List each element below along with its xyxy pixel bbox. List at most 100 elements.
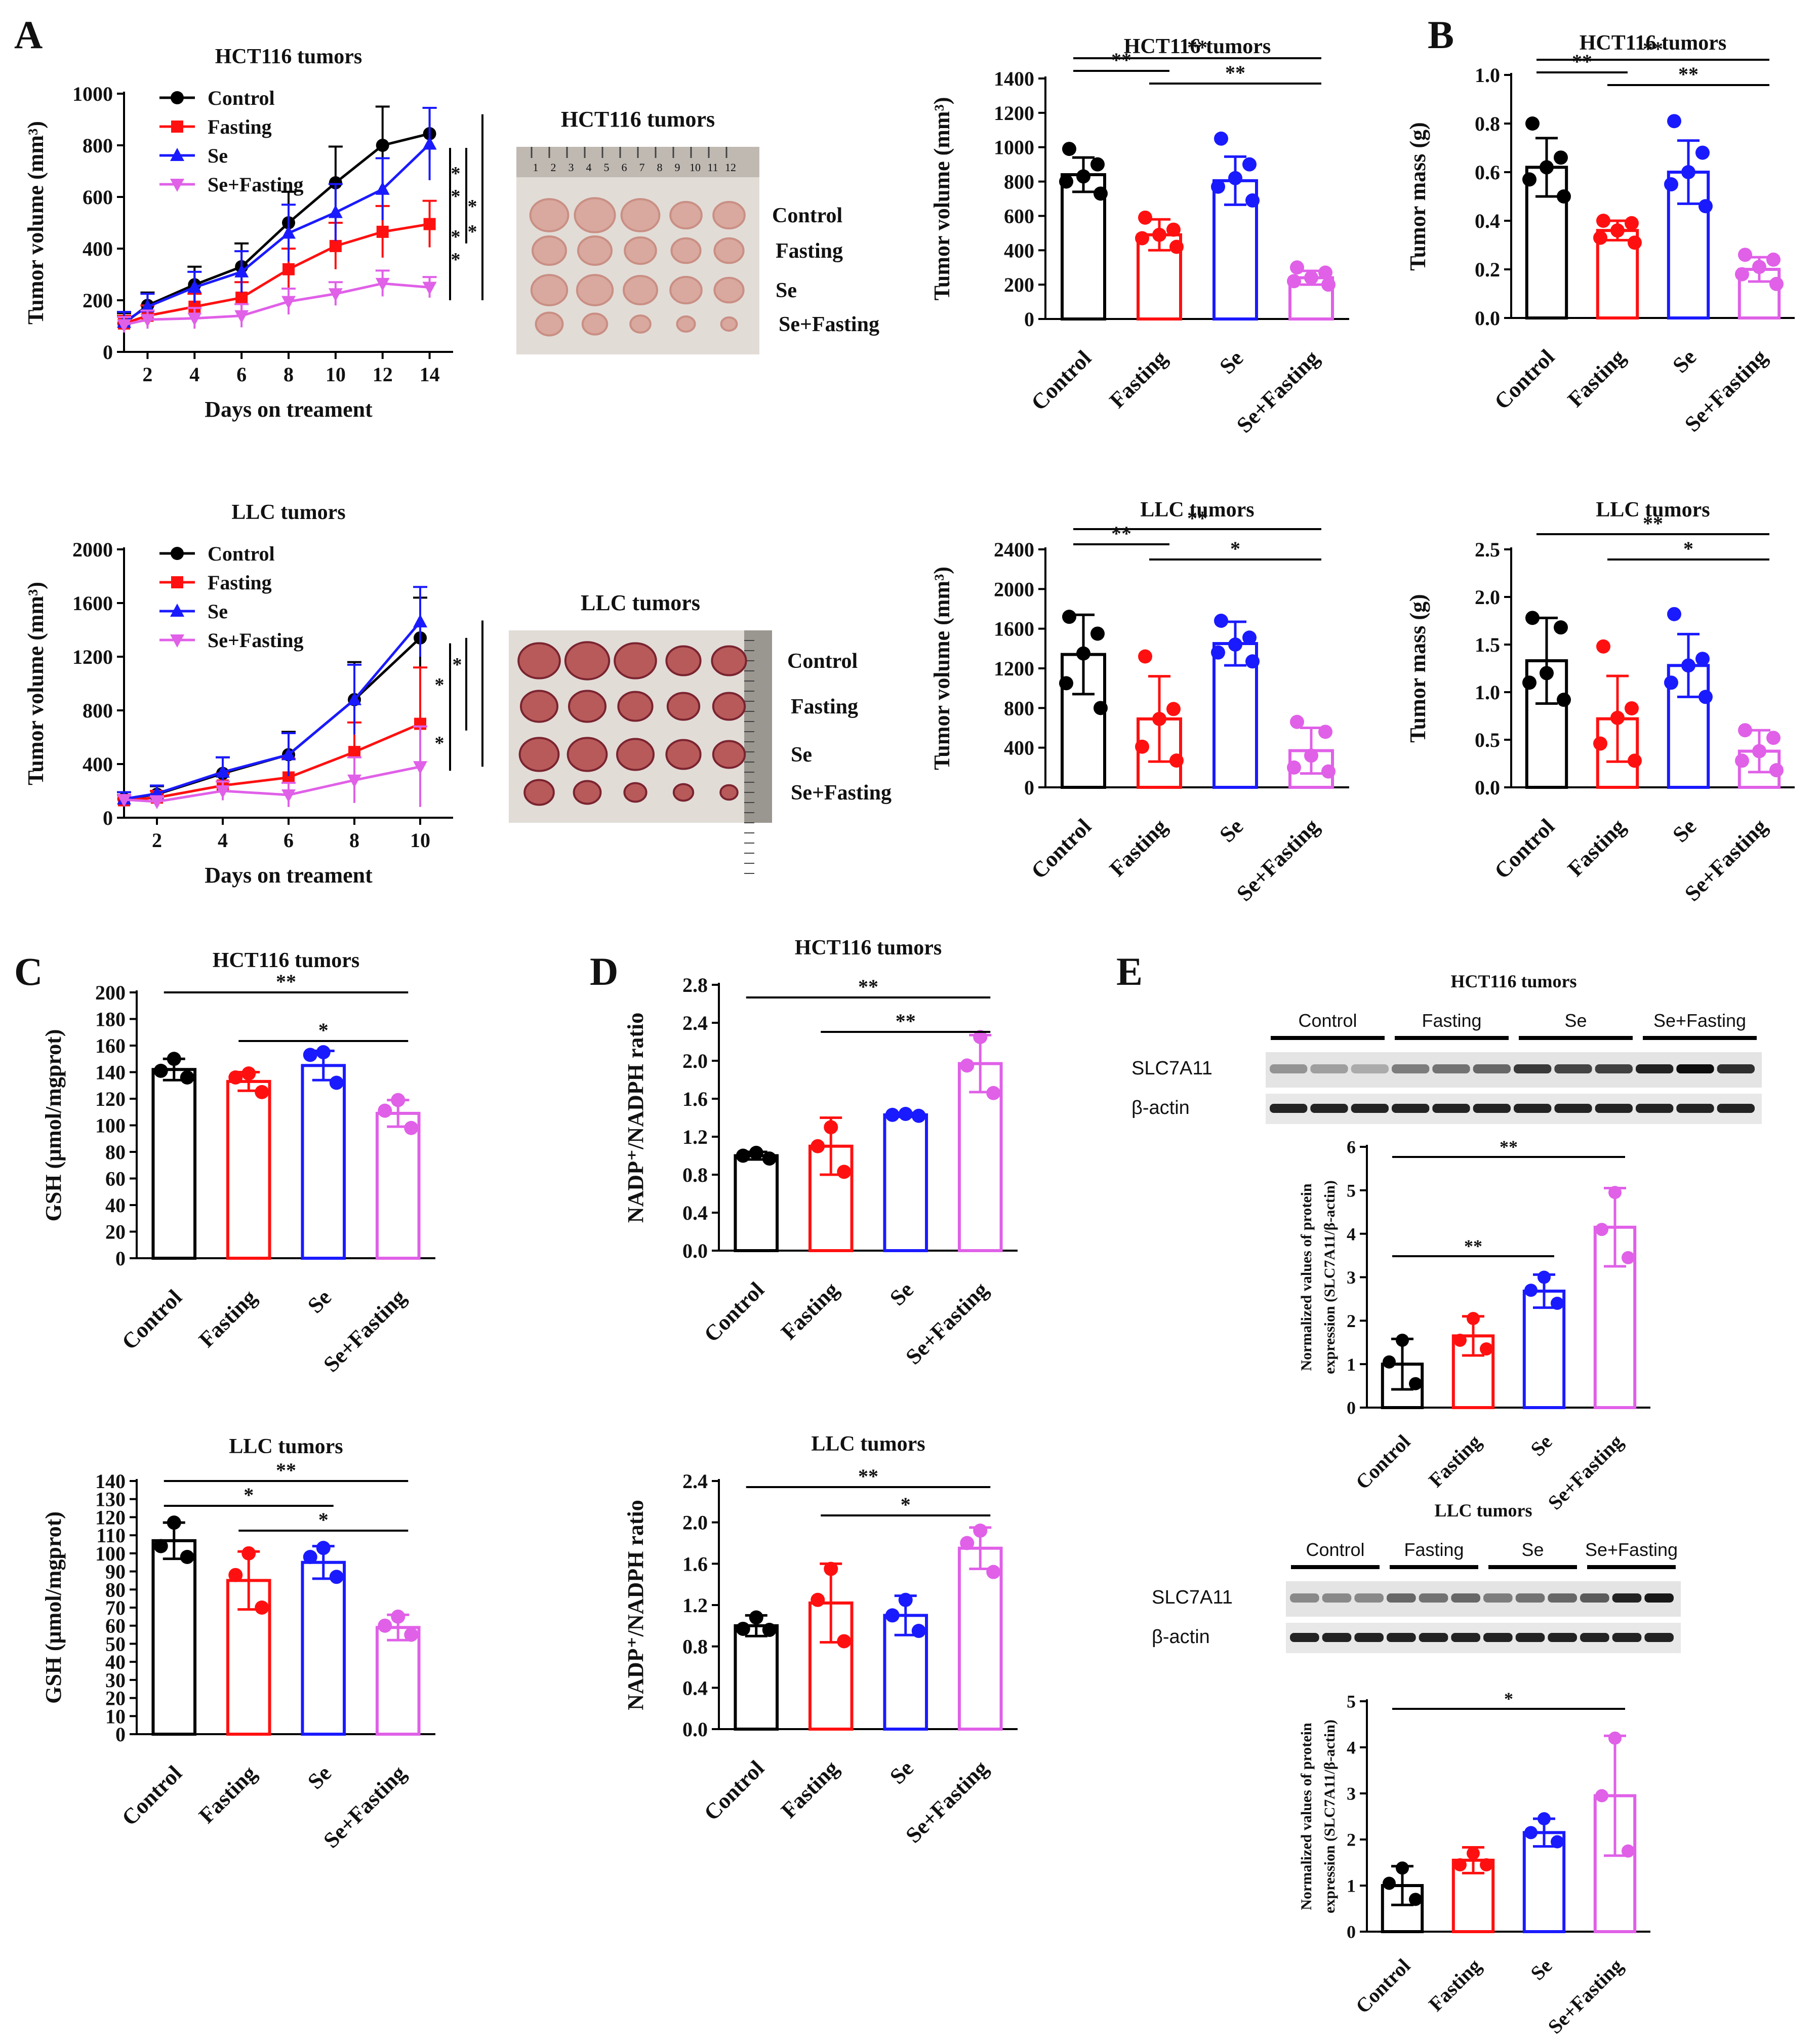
barD1-chart: HCT116 tumors 0.0 0.4 0.8 1.2 1.6 2.0 2.4 2.8 NAD… [623,936,1018,1369]
chart-title: LLC tumors [1140,498,1254,522]
data-point [749,1145,763,1160]
marker-triangle [216,764,230,778]
x-tick-label: Control [1026,345,1096,415]
data-point [1595,1223,1608,1236]
ruler-label: 4 [586,161,592,174]
tumor-sample [567,737,608,772]
barB2-chart: LLC tumors 0.0 0.5 1.0 1.5 2.0 2.5 Tumor mass (… [1405,498,1795,906]
bar-se-fasting [375,1626,421,1736]
tumor-sample [712,201,746,230]
data-point [1467,1312,1480,1326]
x-tick-label: 2 [142,363,152,386]
x-tick-label: Fasting [1424,1954,1485,2016]
ruler-label: 11 [707,161,718,174]
blot-group-label: Se [1564,1010,1587,1031]
chart-title: HCT116 tumors [213,949,360,972]
y-axis-label: NADP⁺/NADPH ratio [623,1500,648,1710]
x-tick-label: Se+Fasting [901,1755,993,1848]
y-tick-label: 1.2 [682,1126,708,1148]
data-point [316,1541,331,1555]
bar-se [883,1113,928,1252]
blot-band [1432,1064,1470,1073]
x-tick-label: Se+Fasting [1544,1430,1628,1514]
data-point [1735,753,1749,768]
y-tick-label: 0.8 [682,1635,708,1658]
x-tick-label: 14 [420,363,440,386]
blot-group-label: Se+Fasting [1585,1539,1678,1560]
marker-triangle-down [281,296,296,309]
blot-band [1548,1633,1577,1642]
panel-letter-E: E [1116,949,1143,993]
data-point [1211,645,1225,660]
tumor-sample [670,237,702,264]
legend-label: Control [208,542,275,565]
y-axis-label: GSH (μmol/mgprot) [41,1511,66,1704]
data-point [837,1634,852,1649]
blot-band-label: SLC7A11 [1152,1587,1233,1608]
y-tick-label: 40 [105,1651,126,1673]
bar-control [734,1154,779,1252]
tumor-sample [564,641,611,681]
data-point [1480,1858,1493,1872]
y-tick-label: 0.4 [682,1202,708,1224]
tumor-sample [712,740,746,769]
data-point [1625,701,1639,715]
tumor-sample [672,783,695,802]
western-blot-1: LLC tumors Control Fasting Se Se+Fasting SLC7… [1152,1500,1681,1653]
data-point [1152,227,1166,242]
y-tick-label: 5 [1347,1692,1356,1712]
data-point [404,1627,419,1642]
data-point [1290,260,1304,275]
y-tick-label: 1.6 [682,1552,708,1575]
significance-label: * [451,186,461,207]
marker-square [423,218,436,230]
blot-band-label: SLC7A11 [1131,1058,1212,1079]
x-tick-label: Fasting [194,1761,261,1828]
photo-row-label: Control [772,204,842,227]
y-tick-label: 80 [105,1141,126,1164]
data-point [1557,693,1571,707]
data-point [255,1601,269,1615]
data-point [1664,177,1678,191]
blot-band [1322,1633,1352,1642]
y-axis-label: NADP⁺/NADPH ratio [623,1013,648,1223]
x-tick-label: Se [303,1761,336,1794]
data-point [824,1120,838,1135]
marker-square [348,746,360,758]
tumor-sample [620,198,661,232]
ruler-label: 7 [639,161,645,174]
lineA1-chart: HCT116 tumors 0 200 400 600 800 1000 2 4 6 8 10 12 14… [23,45,483,422]
tumor-sample [532,235,567,266]
y-tick-label: 0 [1347,1398,1356,1418]
photo-title: LLC tumors [581,590,700,615]
y-axis-label: GSH (μmol/mgprot) [41,1029,66,1222]
marker-triangle-down [140,314,155,328]
y-tick-label: 0.0 [1475,776,1500,799]
data-point [1166,222,1181,237]
data-point [1396,1333,1409,1347]
marker-square [329,239,342,252]
significance-label: * [244,1484,254,1506]
data-point [986,1086,1001,1100]
marker-triangle [375,181,390,195]
blot-band [1270,1104,1308,1113]
data-point [1409,1377,1422,1390]
blot-band [1310,1064,1348,1073]
significance-label: ** [1187,507,1207,530]
y-tick-label: 100 [95,1542,126,1565]
data-point [1094,186,1108,201]
data-point [1551,1835,1564,1849]
data-point [811,1592,825,1607]
marker-triangle-down [117,794,131,808]
blot-band [1483,1633,1513,1642]
data-point [1593,736,1607,751]
series-line-fasting [124,223,430,325]
blot-band [1676,1104,1714,1113]
photo-title: HCT116 tumors [561,107,715,132]
data-point [1593,230,1607,245]
blot-band [1644,1633,1674,1642]
data-point [1538,1270,1551,1284]
y-tick-label: 0.2 [1475,258,1500,281]
x-tick-label: 10 [410,829,430,852]
legend-label: Control [208,87,275,109]
